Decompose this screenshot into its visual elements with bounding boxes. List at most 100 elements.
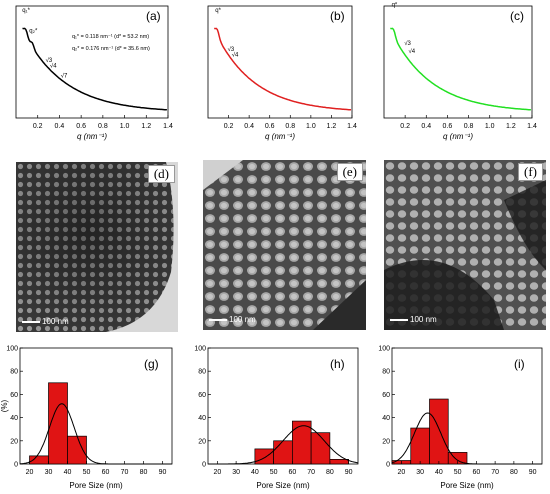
x-tick-label: 90 — [529, 469, 537, 476]
histogram-panel-i: 0 20 40 60 80 100 20 30 40 50 60 70 80 90 Pore Size (n… — [370, 340, 550, 494]
x-tick-label: 1.0 — [306, 123, 316, 130]
x-tick-label: 50 — [270, 469, 278, 476]
x-tick-label: 0.6 — [443, 123, 453, 130]
scale-bar-d: 100 nm — [22, 317, 69, 326]
saxs-panel-b: 0.2 0.4 0.6 0.8 1.0 1.2 1.4 q (nm⁻¹) (b) q* √3 √4 — [190, 0, 372, 155]
histogram-bar — [310, 432, 331, 465]
x-tick-label: 1.4 — [347, 123, 357, 130]
peak-annotation: √7 — [61, 73, 68, 80]
x-tick-label: 0.6 — [76, 123, 86, 130]
peak-annotation: q* — [215, 8, 221, 14]
x-tick-label: 0.8 — [464, 123, 474, 130]
gaussian-fit — [391, 412, 542, 465]
x-axis-label: q (nm⁻¹) — [265, 132, 295, 141]
x-tick-label: 90 — [159, 469, 167, 476]
scale-bar-text-e: 100 nm — [229, 315, 256, 324]
peak-annotation: √3 — [46, 57, 53, 64]
gaussian-fit — [208, 425, 359, 465]
histogram-bar — [429, 398, 449, 465]
scale-bar-text-f: 100 nm — [410, 315, 437, 324]
x-tick-label: 0.4 — [421, 123, 431, 130]
tem-micrograph-f — [384, 160, 546, 330]
tem-image-e: (e) 100 nm — [203, 160, 366, 330]
histogram-bar — [48, 382, 68, 465]
saxs-plot-a: 0.2 0.4 0.6 0.8 1.0 1.2 1.4 q (nm⁻¹) (a) q₁* q₂* √3… — [15, 5, 173, 141]
x-axis-label: Pore Size (nm) — [69, 481, 123, 490]
x-tick-label: 20 — [213, 469, 221, 476]
x-tick-label: 0.8 — [285, 123, 295, 130]
saxs-panel-c: 0.2 0.4 0.6 0.8 1.0 1.2 1.4 q (nm⁻¹) (c) q* √3 √4 — [370, 0, 550, 155]
peak-note: q₁* = 0.118 nm⁻¹ (d* = 53.2 nm) — [72, 34, 149, 40]
x-axis-label: q (nm⁻¹) — [77, 132, 107, 141]
x-tick-label: 0.4 — [244, 123, 254, 130]
y-tick-label: 60 — [382, 392, 390, 399]
histogram-h: 0 20 40 60 80 100 20 30 40 50 60 70 80 90 Pore Size (n… — [194, 346, 359, 490]
x-tick-label: 0.2 — [33, 123, 43, 130]
panel-label: (g) — [144, 357, 159, 371]
x-tick-label: 60 — [102, 469, 110, 476]
x-tick-label: 70 — [491, 469, 499, 476]
x-tick-label: 20 — [26, 469, 34, 476]
scattering-curve — [214, 27, 352, 111]
plot-frame — [383, 5, 533, 119]
x-axis-label: Pore Size (nm) — [440, 481, 494, 490]
x-tick-label: 50 — [83, 469, 91, 476]
tem-label-f: (f) — [518, 163, 543, 181]
peak-annotation: √4 — [50, 63, 57, 70]
peak-annotation: √3 — [228, 46, 235, 53]
x-tick-label: 0.2 — [400, 123, 410, 130]
tem-image-f: (f) 100 nm — [384, 160, 546, 330]
peak-annotation: √4 — [232, 51, 239, 58]
x-tick-label: 90 — [345, 469, 353, 476]
tem-label-e: (e) — [336, 163, 363, 181]
panel-label: (c) — [510, 9, 524, 23]
x-axis-label: q (nm⁻¹) — [443, 132, 473, 141]
tem-micrograph-e — [203, 160, 366, 330]
x-tick-label: 80 — [140, 469, 148, 476]
scale-bar-text-d: 100 nm — [42, 317, 69, 326]
histogram-bar — [67, 435, 87, 465]
tem-label-d: (d) — [147, 165, 175, 183]
x-tick-label: 0.8 — [98, 123, 108, 130]
scale-bar-e: 100 nm — [209, 315, 256, 324]
y-tick-label: 20 — [10, 438, 18, 445]
saxs-plot-b: 0.2 0.4 0.6 0.8 1.0 1.2 1.4 q (nm⁻¹) (b) q* √3√4 — [207, 5, 357, 141]
x-tick-label: 60 — [472, 469, 480, 476]
y-tick-label: 20 — [198, 438, 206, 445]
x-tick-label: 0.6 — [265, 123, 275, 130]
peak-annotation: √4 — [408, 48, 415, 55]
saxs-panel-a: 0.2 0.4 0.6 0.8 1.0 1.2 1.4 q (nm⁻¹) (a) q₁* q₂* √3… — [0, 0, 182, 155]
panel-label: (a) — [146, 9, 161, 23]
y-tick-label: 20 — [382, 438, 390, 445]
histogram-panel-h: 0 20 40 60 80 100 20 30 40 50 60 70 80 90 Pore Size (n… — [186, 340, 366, 494]
x-tick-label: 30 — [45, 469, 53, 476]
y-tick-label: 0 — [386, 462, 390, 469]
x-tick-label: 30 — [416, 469, 424, 476]
y-tick-label: 100 — [194, 346, 206, 353]
x-tick-label: 60 — [288, 469, 296, 476]
plot-frame — [15, 5, 169, 119]
x-axis-label: Pore Size (nm) — [256, 481, 310, 490]
x-tick-label: 1.4 — [527, 123, 537, 130]
histogram-bar — [254, 448, 274, 465]
y-tick-label: 80 — [382, 369, 390, 376]
x-tick-label: 40 — [435, 469, 443, 476]
x-tick-label: 40 — [251, 469, 259, 476]
tem-micrograph-d — [16, 162, 178, 332]
histogram-i: 0 20 40 60 80 100 20 30 40 50 60 70 80 90 Pore Size (n… — [378, 346, 543, 490]
peak-annotation: q* — [392, 3, 398, 9]
plot-frame — [207, 5, 353, 119]
y-tick-label: 100 — [6, 346, 18, 353]
panel-label: (b) — [330, 9, 345, 23]
plot-frame — [19, 347, 173, 465]
x-tick-label: 1.2 — [327, 123, 337, 130]
x-tick-label: 70 — [307, 469, 315, 476]
y-axis-label: (%) — [0, 399, 9, 412]
y-tick-label: 40 — [382, 415, 390, 422]
y-tick-label: 80 — [198, 369, 206, 376]
peak-note: q₂* = 0.176 nm⁻¹ (d* = 35.6 nm) — [72, 46, 150, 52]
panel-label: (i) — [514, 357, 525, 371]
x-tick-label: 20 — [397, 469, 405, 476]
histogram-bar — [329, 459, 349, 465]
gaussian-fit — [19, 403, 172, 465]
